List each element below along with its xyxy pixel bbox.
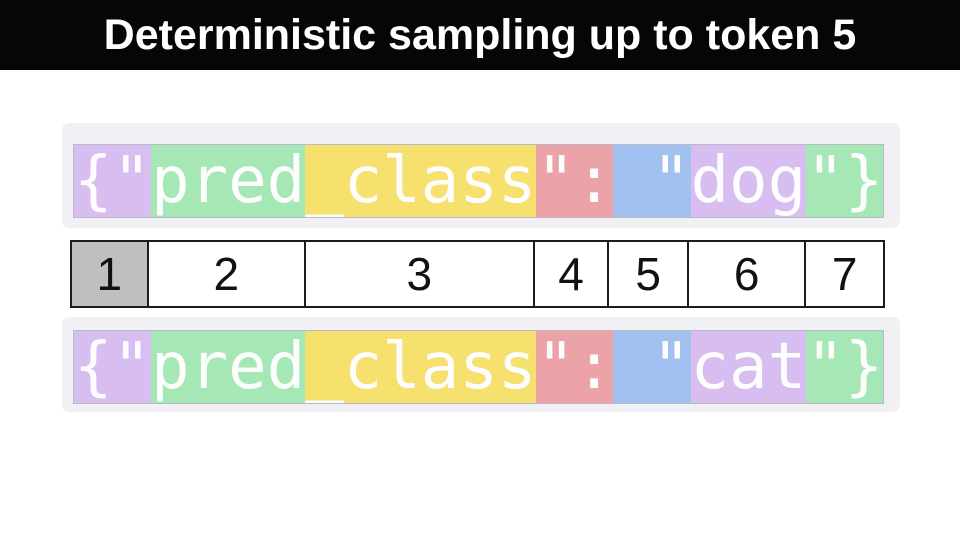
token-index-cell: 7 [806,242,883,306]
token: pred [151,144,306,218]
token: _class [305,144,537,218]
token-strip-cat: {" pred _class ": " cat "} [73,330,885,404]
token-index-cell: 1 [72,242,149,306]
token: " [613,330,691,404]
token-sequence-box-dog: {" pred _class ": " dog "} [62,123,900,228]
token: " [613,144,691,218]
token: ": [536,330,614,404]
token: {" [74,330,152,404]
token: _class [305,330,537,404]
token-index-cell: 2 [148,242,306,306]
token-index-cell: 3 [305,242,535,306]
token: ": [536,144,614,218]
token: "} [806,144,884,218]
token-index-cell: 5 [609,242,689,306]
token-index-cell: 4 [534,242,610,306]
token-sequence-box-cat: {" pred _class ": " cat "} [62,317,900,412]
title-bar: Deterministic sampling up to token 5 [0,0,960,70]
token: "} [806,330,884,404]
token: {" [74,144,152,218]
page-title: Deterministic sampling up to token 5 [103,10,857,59]
token-strip-dog: {" pred _class ": " dog "} [73,144,885,218]
token: cat [690,330,807,404]
token: dog [690,144,807,218]
token: pred [151,330,306,404]
token-index-cell: 6 [688,242,807,306]
